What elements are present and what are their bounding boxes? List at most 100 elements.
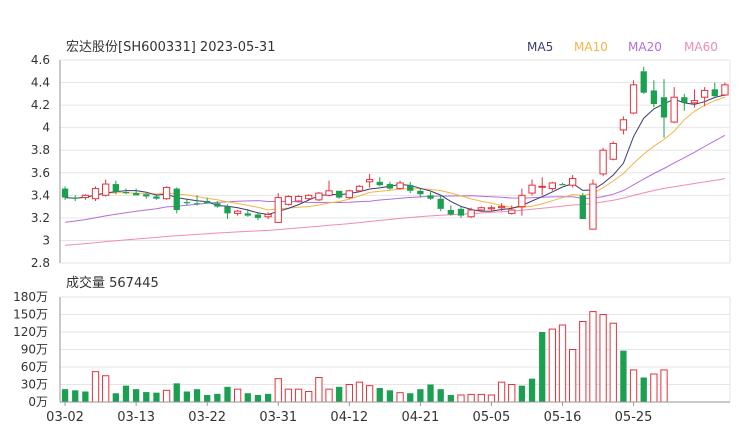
volume-bar (620, 350, 627, 402)
volume-bar (599, 314, 607, 403)
volume-bar (173, 383, 180, 402)
x-tick-label: 03-22 (188, 410, 226, 425)
candle (122, 188, 130, 195)
volume-bar (325, 388, 333, 403)
candle (700, 87, 709, 107)
candle-body (162, 186, 171, 200)
candle (162, 186, 171, 200)
candle (81, 194, 90, 200)
candle-body (122, 191, 130, 194)
candle-body (365, 179, 374, 183)
candle-body (143, 194, 150, 197)
price-tick-label: 4.6 (31, 53, 50, 67)
x-tick-label: 05-16 (544, 410, 582, 425)
candle-body (305, 194, 313, 200)
candle (407, 181, 414, 194)
volume-bar (589, 311, 597, 403)
candle-body (355, 185, 364, 192)
x-tick-label: 03-13 (117, 410, 155, 425)
candle-body (153, 196, 160, 199)
candle-body (690, 100, 699, 104)
candle (559, 182, 566, 186)
volume-bar (264, 393, 272, 402)
candle-body (183, 202, 191, 204)
x-tick-label: 05-05 (473, 410, 511, 425)
volume-bar (91, 371, 100, 403)
candle-body (447, 209, 454, 215)
candle (589, 179, 597, 230)
volume-bar (650, 373, 658, 403)
candle-body (244, 213, 251, 216)
candle (427, 191, 434, 200)
x-tick-label: 03-31 (259, 410, 297, 425)
volume-bar (61, 389, 69, 402)
candle-body (417, 190, 424, 195)
candle-body (619, 119, 628, 131)
candle (640, 66, 647, 94)
candle (721, 82, 729, 97)
volume-bar (345, 384, 353, 403)
candle-body (132, 193, 140, 196)
volume-bar (254, 395, 262, 402)
candle (294, 195, 303, 203)
price-tick-label: 2.8 (31, 256, 50, 270)
volume-bar (497, 381, 506, 403)
candle (660, 79, 668, 138)
price-tick-label: 3.8 (31, 143, 50, 157)
candle-body (508, 209, 516, 214)
candle-body (315, 192, 323, 201)
volume-bar (427, 384, 434, 402)
candle-body (721, 84, 729, 96)
candle (569, 175, 577, 188)
candle (538, 177, 546, 196)
candle (214, 200, 221, 208)
ma20-line (65, 134, 726, 223)
volume-bar (336, 386, 343, 402)
volume-bar (224, 386, 231, 402)
candle-body (579, 195, 586, 220)
candle (355, 185, 364, 192)
candle-body (254, 214, 262, 218)
volume-bar (284, 388, 293, 403)
candle-body (518, 194, 526, 208)
candle-body (700, 89, 709, 98)
candle (61, 186, 69, 200)
candle (681, 93, 688, 111)
candle (193, 195, 201, 206)
volume-bar (82, 391, 89, 402)
candle-body (61, 188, 69, 198)
legend-ma60: MA60 (684, 40, 718, 54)
volume-tick-label: 120万 (13, 325, 48, 339)
volume-bar (315, 377, 323, 403)
volume-bar (548, 328, 556, 403)
candle-body (274, 197, 282, 223)
candle (518, 188, 526, 216)
candle (345, 189, 353, 199)
volume-bar (244, 393, 251, 402)
volume-bar-series (61, 311, 668, 403)
candle (274, 193, 282, 223)
candle (386, 181, 394, 190)
candle-body (91, 188, 100, 200)
candle (336, 190, 343, 199)
volume-tick-label: 150万 (13, 308, 48, 322)
candle (91, 186, 100, 201)
candle-body (325, 190, 333, 196)
candle (650, 80, 658, 108)
x-tick-label: 04-21 (401, 410, 439, 425)
volume-bar (193, 389, 201, 402)
price-tick-label: 3.6 (31, 166, 50, 180)
price-tick-label: 4 (42, 121, 50, 135)
volume-bar (204, 395, 211, 402)
volume-bar (234, 388, 242, 403)
candle-body (538, 185, 546, 188)
candle (204, 197, 211, 204)
candle-body (173, 188, 180, 210)
volume-bar (518, 385, 526, 402)
candle (284, 195, 293, 206)
candle-body (112, 184, 119, 192)
candle-body (711, 89, 718, 97)
volume-bar (417, 389, 424, 402)
candle-body (102, 183, 110, 196)
volume-bar (579, 321, 587, 403)
